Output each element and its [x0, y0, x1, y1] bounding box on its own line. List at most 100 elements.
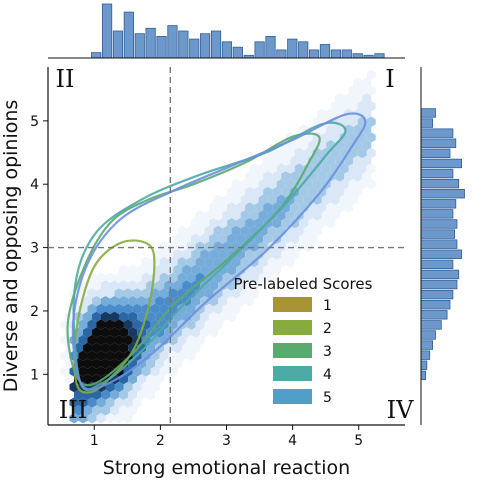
hexbin-cell: [317, 218, 327, 229]
hexbin-cell: [366, 179, 376, 190]
top-hist-bar: [189, 38, 200, 59]
hexbin-cell: [312, 225, 322, 237]
hexbin-cell: [258, 272, 268, 283]
hexbin-cell: [110, 311, 119, 322]
hexbin-cell: [137, 389, 147, 400]
top-hist-bar: [330, 49, 341, 59]
hexbin-cell: [335, 202, 345, 213]
hexbin-cell: [200, 327, 210, 338]
hexbin-cell: [272, 186, 282, 198]
hexbin-cell: [209, 327, 219, 338]
hexbin-cell: [155, 296, 165, 307]
hexbin-cell: [96, 303, 106, 315]
hexbin-cell: [119, 389, 129, 400]
hexbin-cell: [335, 171, 345, 182]
hexbin-cell: [321, 132, 331, 143]
hexbin-cell: [303, 241, 313, 252]
hexbin-cell: [294, 147, 304, 159]
hexbin-cell: [258, 241, 268, 252]
legend-title: Pre-labeled Scores: [234, 275, 373, 293]
hexbin-cell: [177, 257, 187, 268]
hexbin-cell: [204, 319, 214, 330]
hexbin-cell: [362, 140, 372, 151]
hexbin-cell: [330, 101, 340, 112]
hexbin-cell: [105, 366, 115, 377]
hexbin-cell: [191, 296, 201, 307]
right-hist-bar: [420, 138, 457, 148]
hexbin-cell: [119, 342, 129, 354]
hexbin-cell: [209, 311, 219, 322]
legend-label: 4: [323, 367, 332, 383]
hexbin-cell: [159, 366, 169, 377]
hexbin-cell: [236, 280, 246, 291]
top-hist-bar: [112, 30, 124, 59]
hexbin-cell: [146, 374, 156, 385]
hexbin-cell: [222, 303, 232, 315]
hexbin-cell: [249, 241, 259, 252]
hexbin-cell: [186, 272, 196, 283]
hexbin-cell: [245, 249, 255, 260]
hexbin-cell: [159, 272, 169, 283]
hexbin-cell: [294, 241, 304, 252]
hexbin-cell: [101, 358, 110, 369]
hexbin-cell: [249, 163, 259, 174]
hexbin-cell: [236, 296, 246, 307]
hexbin-cell: [182, 327, 192, 338]
right-marginal-histogram: [420, 67, 465, 425]
hexbin-cell: [173, 327, 183, 338]
hexbin-cell: [276, 179, 286, 190]
top-hist-bar: [123, 11, 134, 59]
hexbin-cell: [96, 413, 106, 424]
right-hist-bar: [420, 310, 448, 320]
hexbin-cell: [353, 171, 363, 182]
hexbin-cell: [132, 272, 142, 283]
hexbin-cell: [101, 342, 110, 354]
hexbin-cell: [92, 327, 101, 338]
hexbin-cell: [191, 342, 201, 354]
x-tick-label: 4: [288, 433, 297, 449]
hexbin-cell: [87, 397, 97, 408]
right-hist-bar: [420, 259, 454, 270]
hexbin-cell: [155, 264, 165, 276]
hexbin-cell: [231, 288, 241, 299]
hexbin-cell: [128, 296, 138, 307]
hexbin-cell: [119, 280, 129, 291]
hexbin-cell: [132, 288, 142, 299]
hexbin-cell: [299, 140, 309, 151]
legend-swatch: [273, 389, 312, 404]
y-tick-label: 2: [30, 304, 39, 320]
hexbin-cell: [114, 350, 124, 361]
hexbin-cell: [281, 249, 291, 260]
hexbin-cell: [83, 311, 92, 322]
x-tick-label: 2: [156, 433, 165, 449]
hexbin-cell: [353, 77, 363, 88]
hexbin-cell: [191, 249, 201, 260]
hexbin-cell: [285, 179, 295, 190]
hexbin-cell: [308, 218, 318, 229]
hexbin-cell: [146, 311, 156, 322]
hexbin-cell: [317, 171, 327, 182]
hexbin-cell: [227, 264, 237, 276]
hexbin-cell: [290, 202, 300, 213]
hexbin-cell: [182, 264, 192, 276]
hexbin-cell: [101, 296, 110, 307]
hexbin-cell: [231, 179, 241, 190]
hexbin-cell: [213, 225, 223, 237]
hexbin-cell: [222, 210, 232, 221]
hexbin-cell: [254, 186, 264, 198]
hexbin-cell: [249, 194, 259, 205]
hexbin-cell: [186, 257, 196, 268]
hexbin-cell: [267, 179, 277, 190]
hexbin-cell: [119, 264, 129, 276]
hexbin-cell: [92, 296, 101, 307]
hexbin-cell: [263, 233, 273, 244]
hexbin-cell: [290, 171, 300, 182]
hexbin-cell: [105, 335, 115, 346]
hexbin-cell: [200, 264, 210, 276]
hexbin-cell: [240, 272, 250, 283]
hexbin-cell: [159, 241, 169, 252]
top-hist-bar: [91, 52, 102, 59]
hexbin-cell: [105, 413, 115, 424]
hexbin-cell: [276, 210, 286, 221]
hexbin-cell: [263, 202, 273, 213]
